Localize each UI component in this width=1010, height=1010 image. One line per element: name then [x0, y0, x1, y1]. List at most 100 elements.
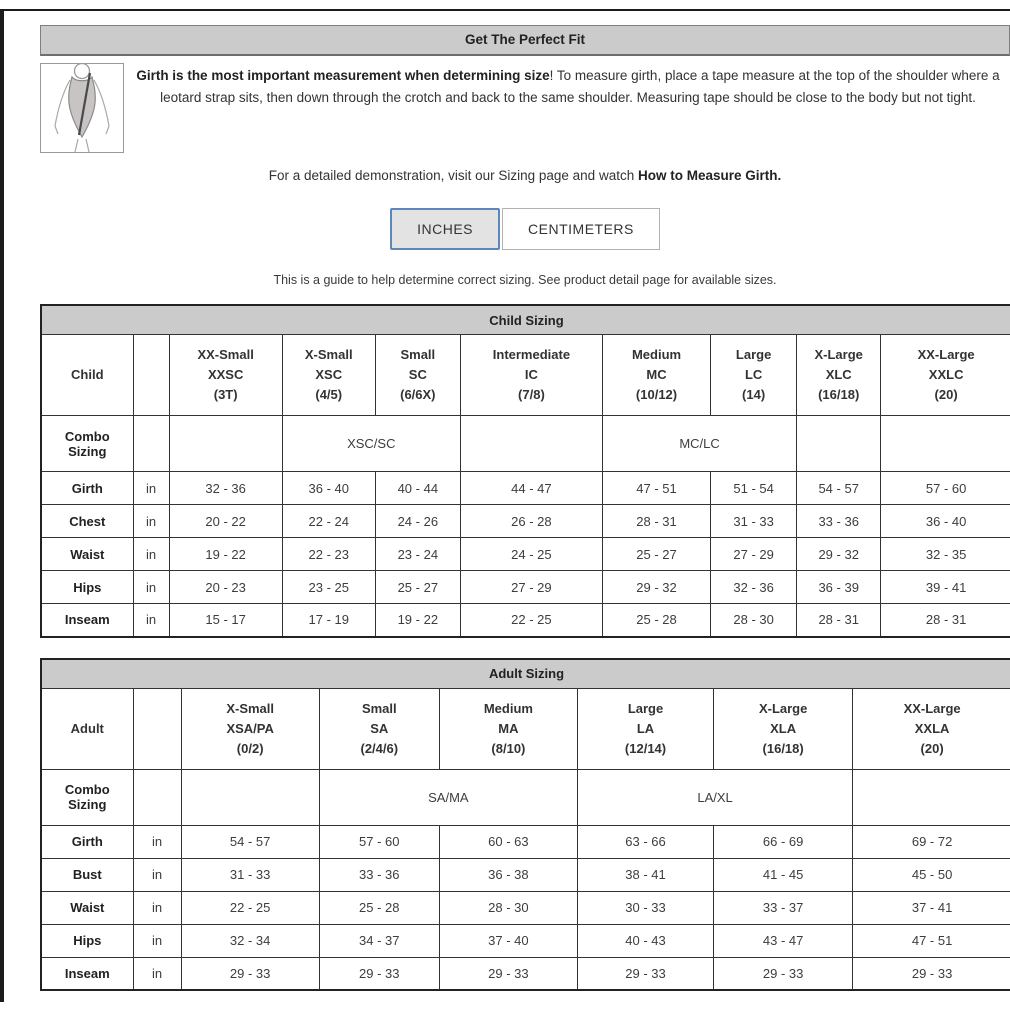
- data-cell: 32 - 34: [180, 923, 320, 958]
- col-code: XLC: [825, 367, 852, 382]
- data-cell: 29 - 32: [601, 570, 712, 604]
- data-cell: 54 - 57: [796, 471, 882, 505]
- col-name: X-Large: [758, 700, 808, 716]
- data-cell: 20 - 22: [168, 504, 283, 538]
- data-cell: 66 - 69: [713, 824, 854, 859]
- col-code: XSA/PA: [226, 720, 274, 736]
- combo-cell-la-xl: LA/XL: [576, 768, 854, 826]
- col-header-medium: Medium MC (10/12): [601, 334, 712, 416]
- col-code: LC: [744, 367, 763, 382]
- row-label-hips: Hips: [40, 570, 134, 604]
- data-cell: 19 - 22: [168, 537, 283, 571]
- col-header-xsmall: X-Small XSA/PA (0/2): [180, 687, 320, 770]
- page-title: Get The Perfect Fit: [40, 25, 1010, 56]
- unit-toggle: INCHES CENTIMETERS: [40, 208, 1010, 250]
- unit-cell: in: [132, 923, 182, 958]
- girth-instructions-rest: ! To measure girth, place a tape measure…: [160, 68, 1000, 105]
- col-code: XSC: [315, 367, 343, 382]
- col-header-xlarge: X-Large XLA (16/18): [713, 687, 854, 770]
- combo-sizing-label: Combo Sizing: [40, 415, 134, 472]
- col-header-xlarge: X-Large XLC (16/18): [796, 334, 882, 416]
- data-cell: 24 - 25: [459, 537, 603, 571]
- data-cell: 28 - 31: [601, 504, 712, 538]
- data-cell: 40 - 43: [576, 923, 715, 958]
- col-name: Medium: [483, 700, 533, 716]
- row-label-hips: Hips: [40, 923, 134, 958]
- row-label-waist: Waist: [40, 890, 134, 925]
- col-size: (20): [934, 387, 958, 402]
- child-table-title: Child Sizing: [40, 304, 1010, 335]
- data-cell: 37 - 41: [852, 890, 1010, 925]
- data-cell: 34 - 37: [318, 923, 440, 958]
- adult-sizing-table: Adult Sizing Adult X-Small XSA/PA (0/2) …: [40, 657, 1010, 991]
- col-code: MC: [646, 367, 667, 382]
- col-size: (20): [920, 740, 944, 756]
- combo-empty-cell: [180, 768, 320, 826]
- data-cell: 25 - 28: [601, 603, 712, 637]
- col-name: X-Small: [226, 700, 275, 716]
- data-cell: 40 - 44: [374, 471, 461, 505]
- data-cell: 28 - 30: [710, 603, 798, 637]
- data-cell: 27 - 29: [710, 537, 798, 571]
- data-cell: 30 - 33: [576, 890, 715, 925]
- data-cell: 31 - 33: [180, 857, 320, 892]
- window-edge-top: [0, 9, 1010, 11]
- combo-empty-cell: [132, 768, 182, 826]
- col-header-intermediate: Intermediate IC (7/8): [459, 334, 603, 416]
- col-header-small: Small SA (2/4/6): [318, 687, 440, 770]
- data-cell: 22 - 25: [180, 890, 320, 925]
- data-cell: 29 - 33: [180, 956, 320, 991]
- data-cell: 28 - 31: [880, 603, 1010, 637]
- col-name: XX-Small: [197, 347, 254, 362]
- sizing-guide-panel: Get The Perfect Fit Girth is the most im…: [40, 25, 1010, 991]
- data-cell: 57 - 60: [318, 824, 440, 859]
- data-cell: 23 - 25: [281, 570, 376, 604]
- inches-button[interactable]: INCHES: [390, 208, 501, 250]
- data-cell: 57 - 60: [880, 471, 1010, 505]
- col-size: (6/6X): [400, 387, 436, 402]
- row-label-bust: Bust: [40, 857, 134, 892]
- col-code: IC: [524, 367, 538, 382]
- data-cell: 33 - 36: [318, 857, 440, 892]
- row-label-girth: Girth: [40, 824, 134, 859]
- demo-bold-text: How to Measure Girth.: [637, 168, 782, 183]
- row-label-girth: Girth: [40, 471, 134, 505]
- data-cell: 28 - 31: [796, 603, 882, 637]
- combo-empty-cell: [796, 415, 882, 472]
- col-size: (4/5): [315, 387, 343, 402]
- data-cell: 29 - 32: [796, 537, 882, 571]
- col-code: XXLA: [914, 720, 950, 736]
- col-size: (7/8): [518, 387, 545, 402]
- data-cell: 31 - 33: [710, 504, 798, 538]
- unit-cell: in: [132, 471, 170, 505]
- data-cell: 44 - 47: [459, 471, 603, 505]
- col-size: (12/14): [624, 740, 667, 756]
- sizing-note: This is a guide to help determine correc…: [273, 273, 777, 287]
- unit-cell: in: [132, 603, 170, 637]
- combo-empty-cell: [459, 415, 603, 472]
- centimeters-button[interactable]: CENTIMETERS: [502, 208, 660, 250]
- col-header-medium: Medium MA (8/10): [438, 687, 578, 770]
- unit-cell: in: [132, 504, 170, 538]
- data-cell: 63 - 66: [576, 824, 715, 859]
- data-cell: 23 - 24: [374, 537, 461, 571]
- col-size: (3T): [213, 387, 238, 402]
- demo-link-line: For a detailed demonstration, visit our …: [40, 168, 1010, 183]
- data-cell: 47 - 51: [601, 471, 712, 505]
- col-header-large: Large LC (14): [710, 334, 798, 416]
- data-cell: 29 - 33: [576, 956, 715, 991]
- col-header-xxlarge: XX-Large XXLC (20): [880, 334, 1010, 416]
- col-name: Medium: [631, 347, 682, 362]
- data-cell: 36 - 40: [281, 471, 376, 505]
- combo-cell-mc-lc: MC/LC: [601, 415, 798, 472]
- unit-cell: in: [132, 857, 182, 892]
- col-code: XXLC: [928, 367, 964, 382]
- data-cell: 24 - 26: [374, 504, 461, 538]
- col-code: XLA: [770, 720, 797, 736]
- combo-empty-cell: [880, 415, 1010, 472]
- col-name: X-Large: [814, 347, 863, 362]
- col-code: SA: [370, 720, 389, 736]
- col-name: Intermediate: [492, 347, 571, 362]
- data-cell: 29 - 33: [713, 956, 854, 991]
- data-cell: 29 - 33: [318, 956, 440, 991]
